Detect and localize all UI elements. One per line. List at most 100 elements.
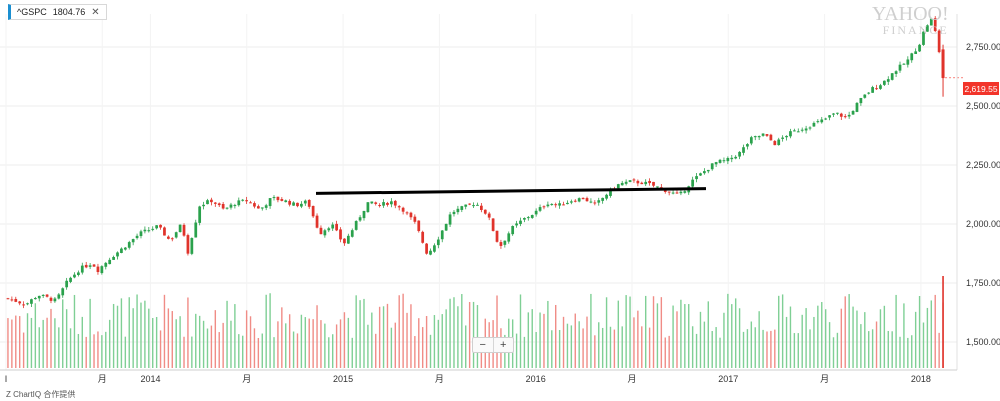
candle-body bbox=[139, 231, 143, 237]
candle-body bbox=[413, 216, 417, 222]
close-icon[interactable]: ✕ bbox=[91, 6, 100, 18]
x-tick-label: 月 bbox=[627, 374, 636, 384]
y-tick-label: 2,250.00 bbox=[966, 160, 1000, 170]
candle-body bbox=[828, 115, 831, 118]
volume-bar bbox=[875, 321, 878, 368]
volume-bar bbox=[496, 295, 498, 368]
candle-body bbox=[718, 159, 722, 163]
candle-body bbox=[300, 203, 303, 207]
candle-body bbox=[190, 238, 194, 254]
volume-bar bbox=[457, 306, 459, 368]
candle-body bbox=[49, 297, 53, 301]
ticker-tag[interactable]: ^GSPC 1804.76 ✕ bbox=[8, 4, 107, 20]
candle-body bbox=[88, 265, 92, 267]
volume-bar bbox=[429, 334, 432, 368]
candle-body bbox=[61, 288, 65, 296]
candle-body bbox=[22, 304, 25, 306]
x-tick-label: 月 bbox=[435, 374, 444, 384]
volume-bar bbox=[277, 321, 279, 368]
zoom-out-button[interactable]: − bbox=[479, 339, 486, 351]
candle-body bbox=[127, 242, 131, 248]
volume-bar bbox=[253, 328, 256, 368]
volume-bar bbox=[441, 314, 443, 368]
candle-body bbox=[722, 160, 726, 162]
volume-bar bbox=[355, 295, 357, 368]
volume-bar bbox=[770, 330, 772, 368]
volume-bar bbox=[691, 326, 694, 368]
volume-bar bbox=[245, 310, 248, 368]
candle-body bbox=[393, 200, 397, 206]
candle-body bbox=[538, 207, 542, 211]
candle-body bbox=[847, 114, 851, 117]
candle-body bbox=[241, 199, 245, 201]
candle-body bbox=[491, 218, 495, 231]
volume-bar bbox=[22, 332, 25, 368]
volume-bar bbox=[547, 300, 549, 368]
volume-bar bbox=[42, 319, 44, 368]
candle-body bbox=[311, 205, 315, 217]
volume-bar bbox=[65, 309, 68, 368]
candle-body bbox=[863, 94, 867, 98]
volume-bar bbox=[191, 336, 193, 368]
candle-body bbox=[260, 207, 264, 209]
volume-bar bbox=[222, 322, 224, 368]
candle-body bbox=[628, 180, 632, 182]
volume-bar bbox=[871, 329, 874, 368]
candle-body bbox=[781, 137, 785, 139]
volume-bar bbox=[613, 329, 616, 368]
candle-body bbox=[362, 210, 366, 219]
candle-body bbox=[836, 112, 839, 114]
volume-bar bbox=[242, 335, 244, 368]
volume-bar bbox=[11, 319, 13, 368]
volume-bar bbox=[793, 333, 796, 368]
candle-body bbox=[738, 151, 741, 157]
volume-bar bbox=[183, 336, 185, 368]
candle-body bbox=[409, 212, 413, 218]
volume-bar bbox=[594, 335, 596, 368]
volume-bar bbox=[731, 304, 733, 368]
volume-bar bbox=[813, 316, 815, 368]
volume-bar bbox=[273, 337, 275, 368]
volume-bar bbox=[238, 334, 240, 368]
volume-bar bbox=[723, 312, 725, 368]
zoom-control[interactable]: − + bbox=[472, 337, 514, 353]
candle-body bbox=[812, 122, 816, 127]
candle-body bbox=[499, 242, 503, 246]
candle-body bbox=[33, 298, 37, 300]
volume-bar bbox=[108, 319, 111, 368]
candle-body bbox=[221, 204, 225, 209]
candle-body bbox=[382, 202, 385, 206]
volume-bar bbox=[629, 296, 631, 368]
volume-bar bbox=[472, 301, 475, 368]
candle-body bbox=[323, 230, 327, 236]
volume-bar bbox=[81, 316, 83, 368]
volume-bar bbox=[93, 334, 95, 368]
candle-body bbox=[440, 230, 444, 240]
candle-body bbox=[460, 206, 464, 210]
candle-body bbox=[507, 233, 511, 242]
y-tick-label: 2,750.00 bbox=[966, 42, 1000, 52]
candle-body bbox=[734, 156, 738, 159]
candle-body bbox=[213, 202, 217, 204]
candle-body bbox=[30, 299, 33, 304]
candle-body bbox=[225, 207, 229, 209]
candle-body bbox=[898, 64, 902, 71]
candle-body bbox=[476, 204, 479, 206]
volume-bar bbox=[175, 319, 177, 368]
volume-bar bbox=[621, 326, 623, 368]
candle-body bbox=[742, 147, 745, 153]
volume-bar bbox=[911, 335, 913, 368]
volume-bar bbox=[371, 312, 373, 368]
volume-bar bbox=[727, 293, 729, 368]
candle-body bbox=[37, 295, 41, 299]
zoom-in-button[interactable]: + bbox=[492, 338, 514, 352]
resistance-trend-line bbox=[315, 77, 963, 195]
candle-body bbox=[135, 235, 139, 239]
volume-bar bbox=[136, 294, 138, 368]
volume-bar bbox=[633, 317, 635, 368]
volume-bar bbox=[824, 309, 827, 368]
candle-body bbox=[366, 202, 370, 213]
volume-bar bbox=[891, 331, 893, 368]
candle-body bbox=[456, 208, 460, 213]
